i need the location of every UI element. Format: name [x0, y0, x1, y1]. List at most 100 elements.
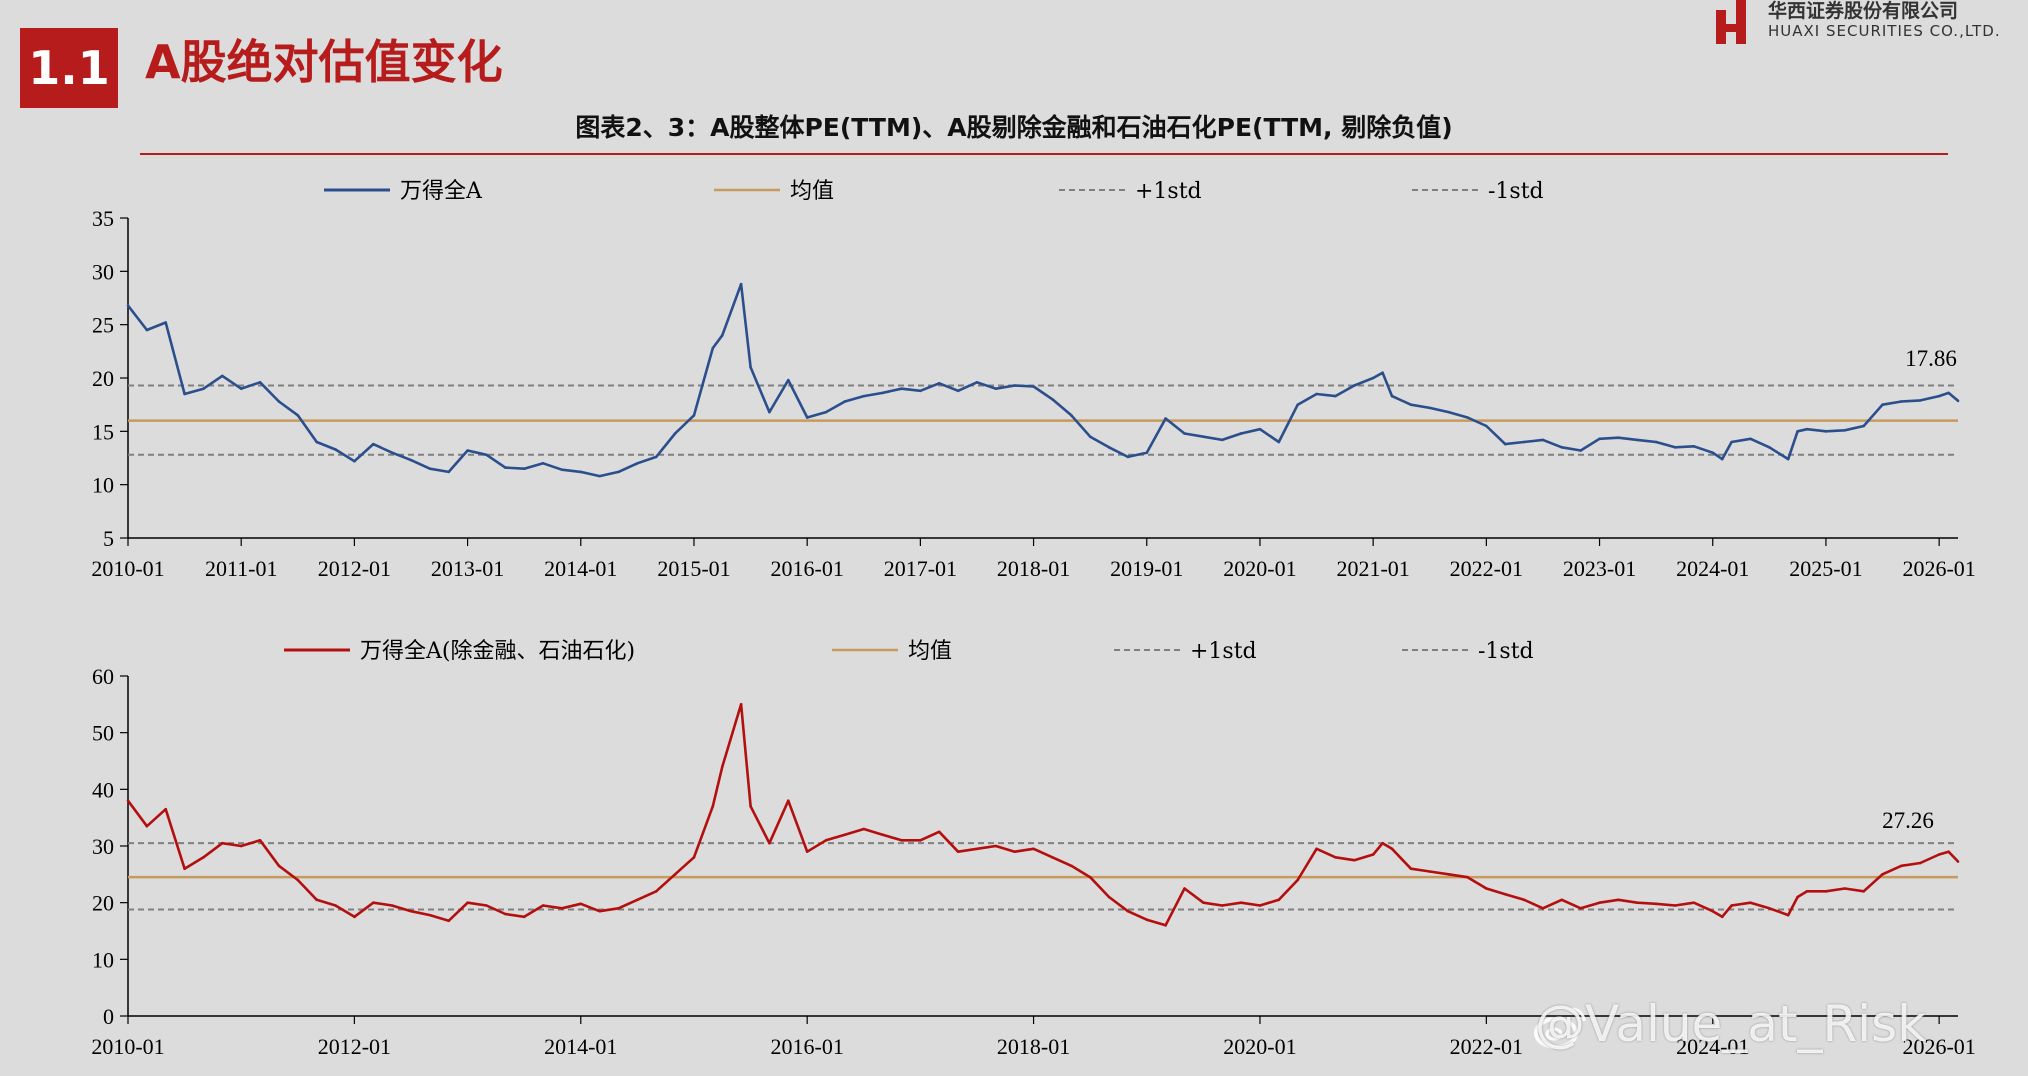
chart1-data-point	[900, 387, 903, 390]
chart1-data-point	[334, 448, 337, 451]
chart2-data-point	[1541, 907, 1545, 910]
chart2-data-point	[504, 912, 507, 916]
chart2-data-point	[371, 901, 375, 904]
chart1-data-point	[975, 380, 979, 384]
chart1-data-point	[1711, 451, 1715, 454]
chart2-data-point	[956, 850, 960, 853]
chart2-data-point	[541, 904, 545, 907]
chart1-data-point	[145, 328, 149, 332]
chart2-data-point	[334, 904, 337, 907]
chart1-data-point	[1371, 376, 1375, 380]
chart1-data-point	[1013, 384, 1017, 387]
chart2-data-point	[900, 839, 903, 842]
chart2-data-point	[1013, 850, 1017, 853]
section-title: A股绝对估值变化	[145, 35, 503, 89]
chart1-data-point	[720, 334, 724, 337]
chart1-data-point	[881, 391, 884, 395]
chart2-data-point	[1447, 873, 1450, 876]
chart2-data-point	[673, 873, 677, 876]
chart1-data-point	[1598, 437, 1601, 441]
chart2-data-point	[1749, 901, 1752, 904]
chart2-legend-label: +1std	[1190, 639, 1257, 664]
chart1-data-point	[126, 304, 130, 307]
chart2-x-tick-label: 2010-01	[91, 1034, 164, 1059]
chart2-data-point	[1258, 904, 1262, 907]
chart1-data-point	[1900, 400, 1903, 403]
chart1-data-point	[522, 467, 526, 470]
chart1-data-point	[277, 400, 281, 403]
chart1-x-tick-label: 2010-01	[91, 556, 164, 581]
chart1-data-point	[1720, 457, 1724, 461]
section-number-badge: 1.1	[20, 28, 118, 108]
chart1-data-point	[183, 392, 186, 396]
chart1-data-point	[598, 474, 601, 478]
chart2-data-point	[1371, 853, 1375, 856]
chart2-data-point	[1598, 901, 1601, 904]
chart2-y-tick-label: 0	[103, 1004, 114, 1029]
chart1-data-point	[579, 470, 583, 474]
chart1-data-point	[824, 410, 828, 414]
chart1-data-point	[1956, 399, 1960, 403]
chart1-data-point	[1126, 455, 1130, 459]
chart1-legend-label: -1std	[1488, 179, 1544, 204]
company-logo: 华西证券股份有限公司 HUAXI SECURITIES CO.,LTD.	[1710, 0, 2028, 46]
chart2-data-point	[1126, 909, 1130, 913]
chart2-data-point	[1145, 918, 1149, 921]
chart2-data-point	[1805, 890, 1809, 893]
chart2-data-point	[1881, 873, 1884, 876]
chart2-data-point	[768, 841, 771, 845]
chart1-data-point	[692, 414, 696, 417]
chart2-data-point	[881, 833, 884, 836]
chart2-data-point	[1466, 875, 1469, 879]
chart2-data-point	[1202, 901, 1205, 904]
chart2-legend-label: -1std	[1478, 639, 1534, 664]
chart1-data-point	[1183, 432, 1186, 435]
chart2-x-tick-label: 2020-01	[1223, 1034, 1296, 1059]
chart2-y-tick-label: 50	[92, 721, 114, 746]
chart2-data-point	[1786, 913, 1790, 917]
chart2-data-point	[1862, 890, 1865, 893]
chart1-data-point	[296, 414, 300, 417]
watermark-text: @Value_at_Risk	[1535, 995, 1927, 1053]
chart2-data-point	[428, 913, 432, 917]
chart2-data-point	[1673, 904, 1677, 907]
chart1-data-point	[1032, 385, 1035, 388]
chart2-x-tick-label: 2024-01	[1676, 1034, 1749, 1059]
chart2-data-point	[937, 830, 941, 834]
chart2-data-point	[824, 839, 828, 842]
chart2-data-point	[485, 904, 488, 907]
chart2-data-point	[1164, 924, 1167, 927]
chart2-data-point	[1051, 856, 1054, 859]
chart1-data-point	[1749, 437, 1752, 441]
chart1-data-point	[1768, 446, 1771, 449]
chart2-data-point	[1692, 901, 1696, 904]
chart1-data-point	[1503, 442, 1507, 446]
chart2-data-point	[296, 878, 300, 882]
chart1-y-tick-label: 30	[92, 259, 114, 284]
chart2-data-point	[239, 844, 243, 848]
chart2-y-tick-label: 60	[92, 664, 114, 689]
chart1-x-tick-label: 2013-01	[431, 556, 504, 581]
chart2-data-point	[1485, 887, 1488, 890]
chart1-data-point	[504, 466, 507, 469]
chart1-data-point	[371, 442, 375, 446]
chart2-data-point	[1560, 898, 1564, 902]
chart2-data-point	[739, 703, 743, 706]
chart2-data-point	[1522, 898, 1526, 902]
chart2-data-point	[1503, 892, 1507, 896]
chart2-data-point	[1428, 870, 1432, 873]
chart2-y-tick-label: 40	[92, 777, 114, 802]
chart1-data-point	[862, 394, 866, 398]
company-name-cn: 华西证券股份有限公司	[1768, 0, 1959, 22]
chart1-data-point	[1107, 446, 1111, 449]
chart1-data-point	[1947, 391, 1950, 395]
chart2-data-point	[1900, 864, 1903, 868]
chart2-data-point	[1239, 901, 1243, 904]
chart2-data-point	[1277, 898, 1281, 902]
chart1-data-point	[617, 470, 620, 474]
chart1-data-point	[1069, 414, 1073, 417]
chart1-data-point	[1730, 440, 1733, 444]
chart2-data-point	[315, 898, 318, 902]
chart1-data-point	[202, 387, 205, 390]
chart2-data-point	[1635, 901, 1639, 904]
